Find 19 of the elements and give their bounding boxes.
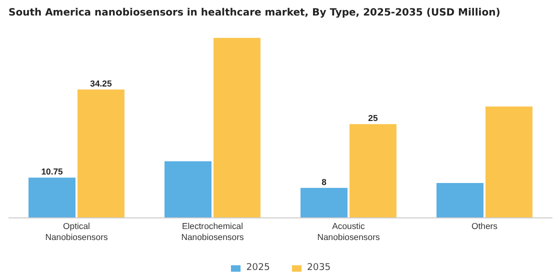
data-label: 8 (322, 176, 327, 187)
bar (164, 161, 212, 218)
bar (349, 124, 396, 218)
bar (485, 106, 532, 218)
data-label: 34.25 (90, 78, 112, 88)
bar (300, 188, 348, 218)
bar (213, 38, 260, 218)
bar (436, 183, 484, 218)
chart-title: South America nanobiosensors in healthcare market, By Type, 2025-2035 (USD Million) (8, 8, 500, 18)
data-label: 25 (368, 113, 378, 124)
bar (28, 178, 76, 218)
x-tick-label: Others (472, 220, 498, 231)
data-label: 10.75 (41, 166, 64, 177)
x-tick-label: Electrochemical Nanobiosensors (181, 220, 244, 242)
legend-label: 2025 (246, 262, 270, 273)
bar (77, 89, 124, 218)
x-tick-label: Acoustic Nanobiosensors (317, 220, 380, 242)
x-tick-label: Optical Nanobiosensors (45, 220, 108, 242)
legend-label: 2035 (307, 262, 331, 273)
